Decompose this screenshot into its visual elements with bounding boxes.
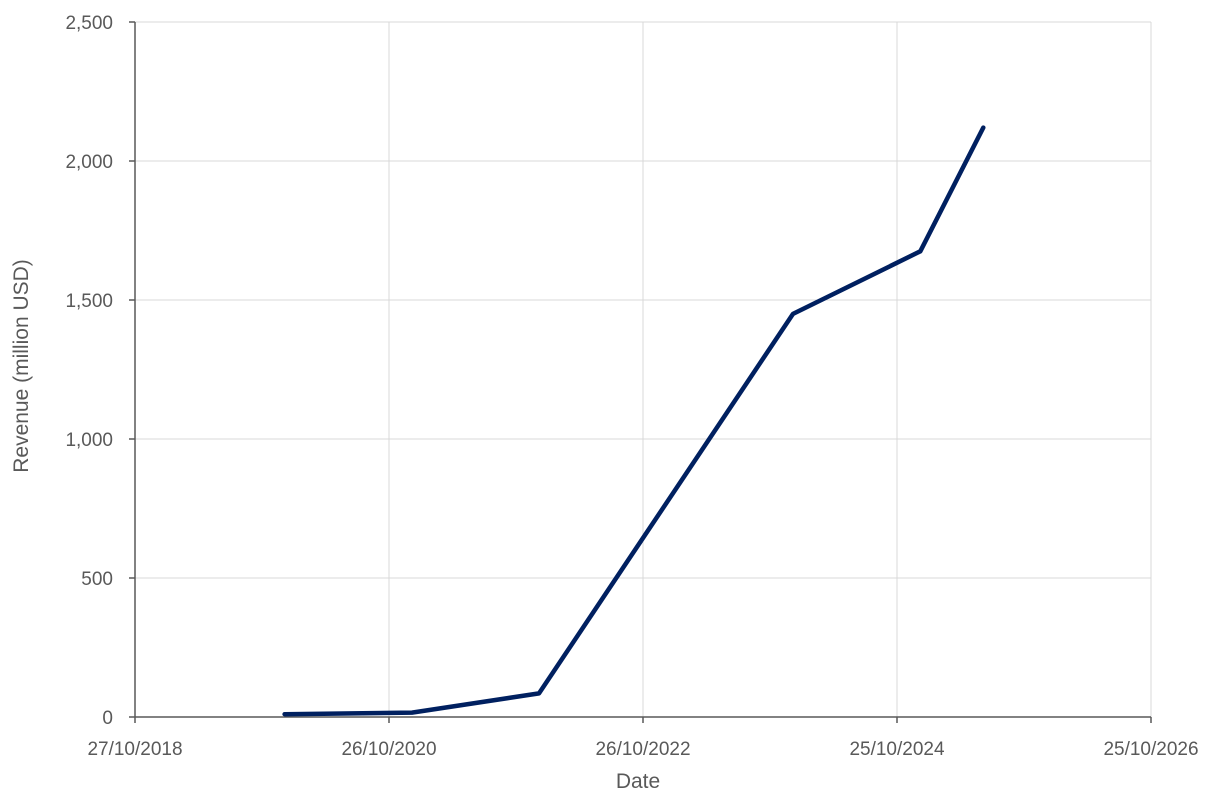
y-axis-title: Revenue (million USD): [10, 259, 33, 473]
y-tick-label: 1,500: [65, 291, 113, 312]
y-tick-label: 2,000: [65, 152, 113, 173]
x-tick-label: 25/10/2026: [1103, 739, 1198, 760]
axes: [129, 21, 1152, 723]
series-line: [282, 125, 986, 717]
y-tick-label: 2,500: [65, 13, 113, 34]
data-series: [282, 125, 986, 717]
y-tick-label: 0: [102, 708, 113, 729]
x-axis-tick-labels: 27/10/2018 26/10/2020 26/10/2022 25/10/2024…: [87, 739, 1198, 760]
x-tick-label: 25/10/2024: [849, 739, 945, 760]
y-axis-tick-labels: 0 500 1,000 1,500 2,000 2,500: [65, 13, 113, 729]
x-tick-label: 27/10/2018: [87, 739, 182, 760]
x-axis-title: Date: [616, 770, 660, 793]
x-tick-label: 26/10/2022: [595, 739, 690, 760]
x-tick-label: 26/10/2020: [341, 739, 436, 760]
y-tick-label: 500: [81, 569, 113, 590]
y-tick-label: 1,000: [65, 430, 113, 451]
gridlines: [135, 21, 1152, 717]
